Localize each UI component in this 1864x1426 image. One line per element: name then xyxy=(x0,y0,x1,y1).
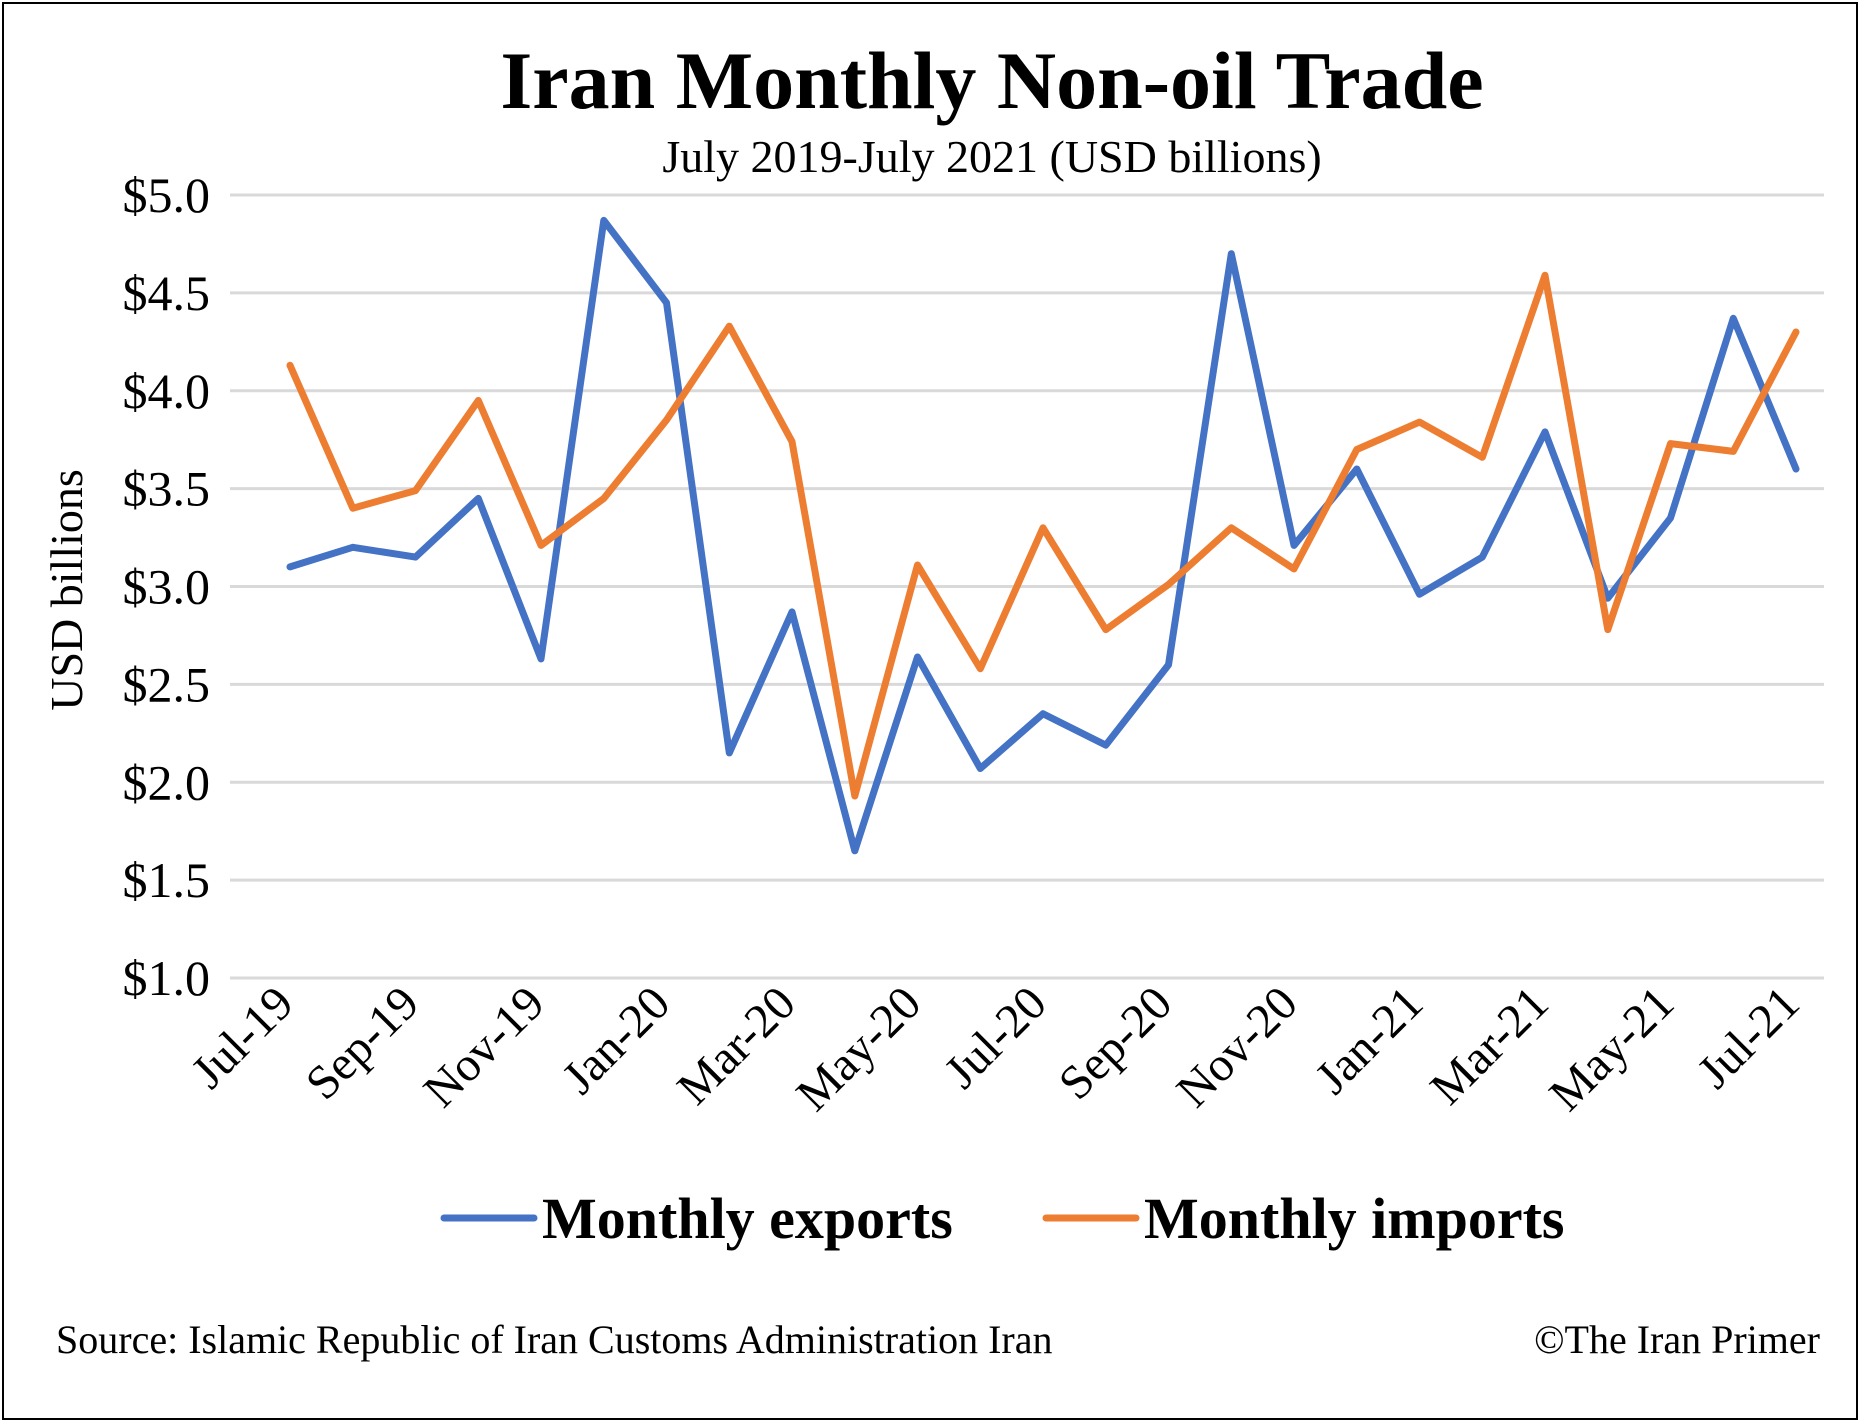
y-tick-label: $1.0 xyxy=(123,950,211,1006)
legend-label-exports: Monthly exports xyxy=(542,1186,953,1251)
y-tick-label: $4.5 xyxy=(123,265,211,321)
y-tick-label: $2.0 xyxy=(123,754,211,810)
y-tick-label: $2.5 xyxy=(123,656,211,712)
x-tick-label: Jan-21 xyxy=(1305,976,1433,1104)
y-axis-label: USD billions xyxy=(41,469,92,711)
x-tick-label: Jul-20 xyxy=(934,976,1056,1098)
series-lines xyxy=(286,216,1800,855)
legend-label-imports: Monthly imports xyxy=(1144,1186,1565,1251)
x-tick-label: Sep-20 xyxy=(1049,976,1183,1110)
x-tick-label: Jan-20 xyxy=(552,976,680,1104)
y-axis-ticks: $5.0 $4.5 $4.0 $3.5 $3.0 $2.5 $2.0 $1.5 $1.0 xyxy=(123,167,211,1006)
copyright-credit: ©The Iran Primer xyxy=(1534,1317,1820,1362)
source-note: Source: Islamic Republic of Iran Customs… xyxy=(56,1317,1052,1362)
x-tick-label: Mar-20 xyxy=(667,976,806,1115)
y-tick-label: $5.0 xyxy=(123,167,211,223)
x-tick-label: Nov-19 xyxy=(414,976,555,1117)
x-tick-label: Mar-21 xyxy=(1420,976,1559,1115)
gridlines xyxy=(230,193,1824,980)
y-tick-label: $3.5 xyxy=(123,461,211,517)
legend: Monthly exports Monthly imports xyxy=(440,1186,1565,1251)
series-line-imports xyxy=(286,271,1800,800)
x-tick-label: May-21 xyxy=(1539,976,1684,1121)
y-tick-label: $1.5 xyxy=(123,852,211,908)
x-tick-label: Sep-19 xyxy=(296,976,430,1110)
y-tick-label: $3.0 xyxy=(123,559,211,615)
x-tick-label: May-20 xyxy=(786,976,931,1121)
x-tick-label: Jul-21 xyxy=(1687,976,1809,1098)
series-line-exports xyxy=(286,216,1800,855)
chart-subtitle: July 2019-July 2021 (USD billions) xyxy=(662,131,1321,182)
x-tick-label: Nov-20 xyxy=(1167,976,1308,1117)
y-tick-label: $4.0 xyxy=(123,363,211,419)
chart-title: Iran Monthly Non-oil Trade xyxy=(500,35,1483,126)
